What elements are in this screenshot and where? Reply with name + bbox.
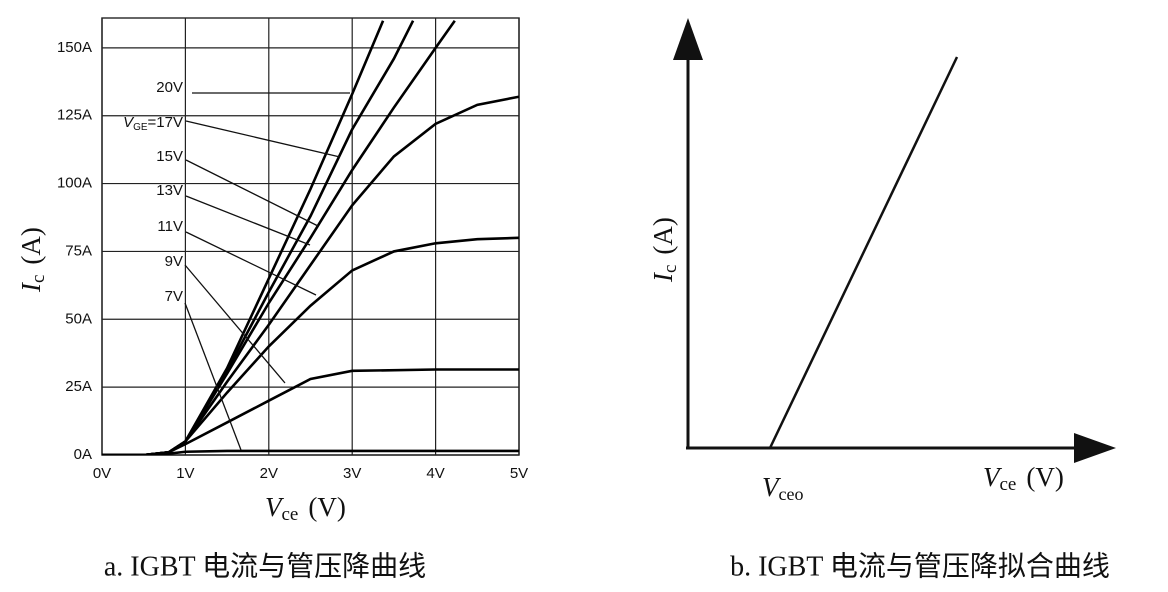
curves xyxy=(102,19,519,455)
series-name: 20V xyxy=(156,79,183,96)
caption: a. IGBT 电流与管压降曲线 xyxy=(104,550,426,582)
axis-label: Vceo xyxy=(762,472,803,504)
y-tick-label: 100A xyxy=(57,175,92,192)
series-label: 15V xyxy=(156,148,183,165)
fit-line xyxy=(768,56,959,449)
leader-line xyxy=(185,231,317,296)
subscript: c xyxy=(28,275,49,283)
y-tick-label: 125A xyxy=(57,107,92,124)
leader-line xyxy=(185,120,341,158)
series-label: 20V xyxy=(156,79,183,96)
label-subscript: GE xyxy=(133,122,148,133)
subscript: ceo xyxy=(779,484,804,504)
x-tick-label: 4V xyxy=(426,465,444,482)
symbol: I xyxy=(648,271,678,283)
series-name: =17V xyxy=(148,114,183,131)
series-label: 7V xyxy=(165,288,183,305)
axis-label: Ic (A) xyxy=(648,217,681,283)
series-name: 9V xyxy=(165,253,183,270)
curve xyxy=(102,236,519,455)
x-tick-label: 3V xyxy=(343,465,361,482)
series-label: 13V xyxy=(156,182,183,199)
y-tick-label: 150A xyxy=(57,39,92,56)
unit: (A) xyxy=(648,217,678,254)
curve xyxy=(102,368,519,455)
unit: (V) xyxy=(308,492,345,522)
x-tick-label: 2V xyxy=(260,465,278,482)
subscript: ce xyxy=(282,504,299,525)
x-tick-label: 0V xyxy=(93,465,111,482)
y-tick-label: 75A xyxy=(65,242,92,259)
axis-label: Vce (V) xyxy=(983,462,1064,495)
leader-line xyxy=(184,302,242,451)
leader-line xyxy=(185,159,319,227)
y-tick-label: 25A xyxy=(65,378,92,395)
y-tick-label: 50A xyxy=(65,310,92,327)
axis-label: Ic (A) xyxy=(16,227,49,293)
y-tick-label: 0A xyxy=(74,446,92,463)
series-name: 7V xyxy=(165,288,183,305)
symbol: V xyxy=(983,462,1003,492)
symbol: V xyxy=(265,492,285,522)
leader-line xyxy=(185,195,311,246)
subscript: c xyxy=(660,265,681,273)
symbol: V xyxy=(762,472,782,502)
unit: (A) xyxy=(16,227,46,264)
curve xyxy=(102,20,415,455)
label-symbol: V xyxy=(123,114,135,131)
series-name: 13V xyxy=(156,182,183,199)
leader-line xyxy=(184,264,286,384)
caption: b. IGBT 电流与管压降拟合曲线 xyxy=(730,550,1110,582)
series-name: 15V xyxy=(156,148,183,165)
symbol: I xyxy=(16,281,46,293)
axis-label: Vce (V) xyxy=(265,492,346,525)
series-name: 11V xyxy=(157,218,183,235)
series-label: 9V xyxy=(165,253,183,270)
curve xyxy=(102,19,456,455)
series-label: 11V xyxy=(157,218,183,235)
subscript: ce xyxy=(1000,474,1017,495)
unit: (V) xyxy=(1026,462,1063,492)
curve xyxy=(102,20,385,455)
series-label: VGE=17V xyxy=(123,114,183,133)
x-tick-label: 5V xyxy=(510,465,528,482)
x-tick-label: 1V xyxy=(176,465,194,482)
